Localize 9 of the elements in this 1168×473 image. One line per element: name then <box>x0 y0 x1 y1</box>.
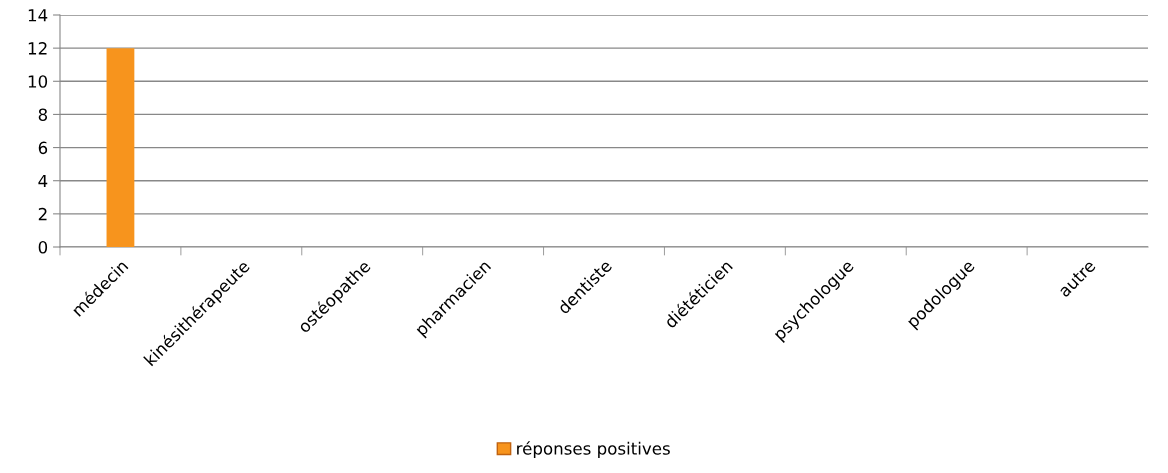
legend-label: réponses positives <box>517 441 670 458</box>
y-tick-label: 8 <box>38 108 48 121</box>
y-tick-label: 14 <box>28 9 48 22</box>
y-tick-label: 6 <box>38 141 48 155</box>
y-tick-label: 10 <box>28 75 48 88</box>
y-tick-label: 12 <box>28 42 47 55</box>
y-tick-label: 0 <box>38 240 48 254</box>
y-tick-label: 2 <box>38 207 47 221</box>
y-tick-label: 4 <box>38 174 48 188</box>
